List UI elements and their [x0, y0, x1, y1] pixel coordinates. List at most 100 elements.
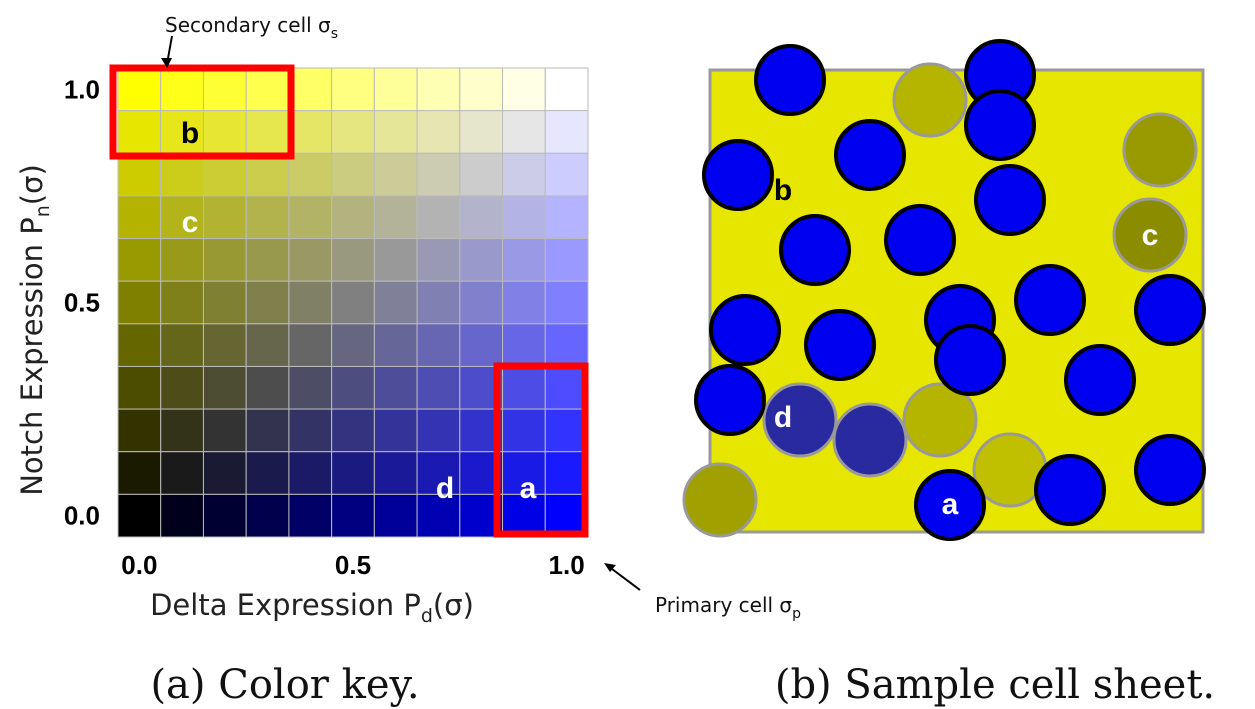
- key-cell: [460, 153, 503, 196]
- key-cell: [545, 239, 588, 282]
- cell: [834, 404, 906, 476]
- axis-title: Notch Expression Pn(σ): [15, 164, 54, 496]
- key-cell: [460, 196, 503, 239]
- key-cell: [374, 324, 417, 367]
- key-cell: [417, 324, 460, 367]
- key-cell: [332, 68, 375, 111]
- key-cell: [417, 409, 460, 452]
- annotation-text: Primary cell σ: [655, 593, 792, 617]
- key-cell: [118, 196, 161, 239]
- cell: [1036, 456, 1104, 524]
- key-cell: [246, 452, 289, 495]
- key-cell: [332, 111, 375, 154]
- key-cell: [289, 366, 332, 409]
- key-cell: [332, 196, 375, 239]
- key-cell: [118, 239, 161, 282]
- key-cell: [374, 281, 417, 324]
- cell-marker: c: [1142, 219, 1159, 252]
- key-cell: [118, 409, 161, 452]
- key-cell: [161, 452, 204, 495]
- key-cell: [289, 324, 332, 367]
- key-cell: [374, 452, 417, 495]
- key-cell: [289, 196, 332, 239]
- key-cell: [203, 452, 246, 495]
- cell: [836, 121, 904, 189]
- cell: [894, 64, 966, 136]
- key-cell: [161, 409, 204, 452]
- key-cell: [417, 281, 460, 324]
- key-cell: [246, 196, 289, 239]
- key-cell: [289, 409, 332, 452]
- cell: [1066, 346, 1134, 414]
- axis-title: Delta Expression Pd(σ): [150, 588, 474, 627]
- cell: [1016, 266, 1084, 334]
- cell: [1124, 114, 1196, 186]
- key-cell: [374, 239, 417, 282]
- key-cell: [289, 494, 332, 537]
- cell: [1136, 276, 1204, 344]
- axis-title-sub: n: [32, 205, 54, 217]
- key-cell: [203, 281, 246, 324]
- cell: [806, 311, 874, 379]
- key-cell: [289, 153, 332, 196]
- key-cell: [374, 494, 417, 537]
- key-cell: [545, 111, 588, 154]
- key-cell: [332, 324, 375, 367]
- key-cell: [417, 366, 460, 409]
- key-cell: [203, 366, 246, 409]
- key-cell: [374, 409, 417, 452]
- key-cell: [374, 196, 417, 239]
- cell: [781, 216, 849, 284]
- x-tick-label: 0.0: [121, 550, 157, 580]
- key-cell: [289, 239, 332, 282]
- key-cell: [203, 153, 246, 196]
- cell-marker: b: [774, 174, 792, 207]
- x-tick-label: 1.0: [549, 550, 585, 580]
- annotation-sub: p: [792, 606, 801, 622]
- key-cell: [289, 68, 332, 111]
- key-cell: [332, 409, 375, 452]
- key-cell: [246, 68, 289, 111]
- key-cell: [545, 281, 588, 324]
- key-cell: [118, 452, 161, 495]
- annotation-sub: s: [331, 26, 338, 42]
- key-cell: [118, 494, 161, 537]
- key-cell: [203, 68, 246, 111]
- key-cell: [503, 196, 546, 239]
- cell: [966, 91, 1034, 159]
- key-cell: [246, 366, 289, 409]
- key-cell: [374, 366, 417, 409]
- key-cell: [246, 324, 289, 367]
- caption: (a) Color key.: [150, 662, 419, 708]
- cell-sheet: bcda: [684, 41, 1204, 539]
- key-cell: [118, 111, 161, 154]
- caption: (b) Sample cell sheet.: [775, 662, 1215, 708]
- figure: 0.00.51.00.00.51.0Delta Expression Pd(σ)…: [0, 0, 1255, 709]
- primary-annotation: Primary cell σp: [655, 593, 801, 622]
- key-cell: [460, 239, 503, 282]
- key-cell: [289, 111, 332, 154]
- key-cell: [161, 281, 204, 324]
- y-tick-label: 0.0: [64, 501, 100, 531]
- y-tick-label: 1.0: [64, 74, 100, 104]
- key-cell: [332, 153, 375, 196]
- key-cell: [161, 239, 204, 282]
- cell: [711, 296, 779, 364]
- cell-marker: a: [942, 488, 959, 521]
- key-cell: [118, 324, 161, 367]
- cell: [1136, 436, 1204, 504]
- key-cell: [545, 324, 588, 367]
- key-cell: [503, 324, 546, 367]
- key-cell: [161, 366, 204, 409]
- key-cell: [417, 153, 460, 196]
- key-cell: [289, 281, 332, 324]
- axis-title-sub: d: [421, 605, 433, 627]
- key-cell: [203, 324, 246, 367]
- key-cell: [246, 111, 289, 154]
- secondary-annotation: Secondary cell σs: [165, 13, 338, 42]
- key-cell: [460, 324, 503, 367]
- axis-title-end: (σ): [433, 588, 474, 622]
- key-cell: [246, 494, 289, 537]
- key-cell: [246, 409, 289, 452]
